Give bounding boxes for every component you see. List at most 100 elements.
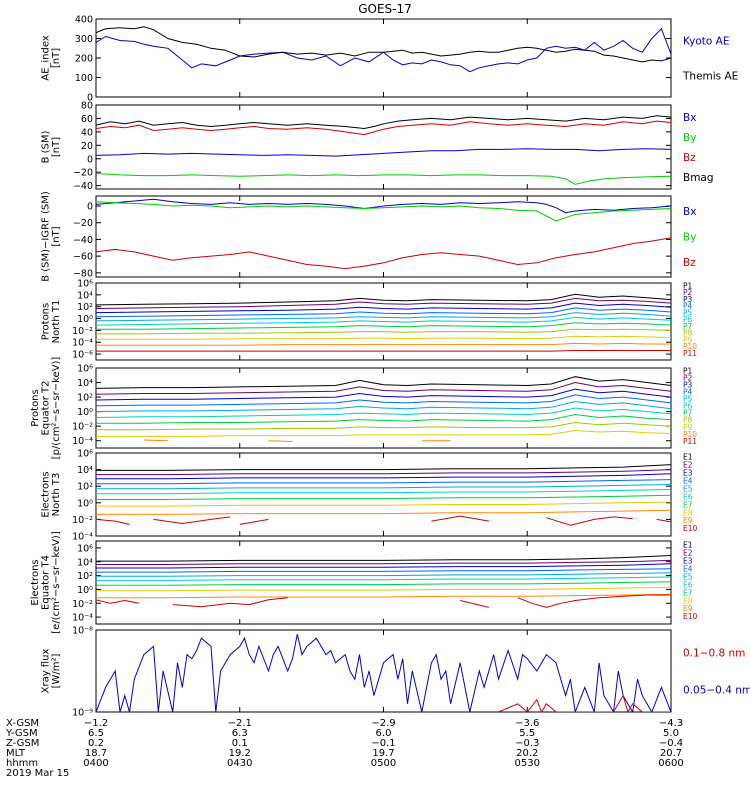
y-tick-label: −40 [73,181,93,192]
legend-entry-p10: P10 [683,430,697,439]
legend-entry-p5: P5 [683,395,693,404]
y-tick-label: 10⁻⁴ [72,436,93,447]
y-axis-label-line: B (SM) [41,130,52,163]
legend-entry-e6: E6 [683,492,693,501]
figure-title: GOES-17 [358,2,412,16]
x-row-value: 0430 [227,758,252,769]
y-tick-label: −20 [73,168,93,179]
series-line-p5 [96,312,671,322]
legend-entry-themis-ae: Themis AE [682,71,738,83]
series-line-e3 [96,473,671,480]
series-line-p5 [96,400,671,413]
y-axis-label: B (SM)−IGRF (SM)[nT] [41,191,63,282]
x-row-value: 0600 [658,758,683,769]
legend-entry-p8: P8 [683,416,693,425]
legend-entry-e3: E3 [683,556,693,565]
panel-frame [95,540,672,625]
series-line-e7 [96,494,671,500]
y-axis-label-line: Electrons [30,559,41,605]
series-segment-e10 [431,515,489,522]
y-axis-label-line: [e/(cm²−s−sr−keV)] [51,531,62,634]
y-axis-label: ElectronsNorth T3 [41,471,63,517]
x-row-value: 20.7 [660,748,682,759]
y-axis-label: Xray flux[W/m²] [41,649,63,694]
legend-entry-e1: E1 [683,452,693,461]
y-tick-label: 10⁻⁹ [72,708,93,719]
x-row-value: −4.3 [659,718,683,729]
panel-frame [95,18,672,98]
y-tick-label: 10⁴ [77,465,93,476]
legend-entry-p5: P5 [683,308,693,317]
y-tick-label: 100 [75,73,93,84]
y-tick-label: 10⁻⁴ [72,613,93,624]
y-axis-label-line: Protons [30,389,41,426]
y-tick-label: 10² [77,302,93,313]
legend-entry-e7: E7 [683,500,693,509]
series-line-p8 [96,328,671,335]
series-line-p9 [96,335,671,340]
y-axis-label-line: Equator T4 [41,555,52,610]
series-line-p4 [96,394,671,407]
series-segment-e10 [517,594,671,608]
series-segment-p10 [268,440,293,442]
x-row-label: X-GSM [6,718,39,729]
series-line-e9 [96,509,671,515]
series-line-e2 [96,559,671,565]
legend-entry-p11: P11 [683,437,697,446]
series-line-p8 [96,421,671,431]
y-tick-label: 60 [81,114,93,125]
y-tick-label: 20 [81,141,93,152]
y-axis-label: B (SM)[nT] [41,130,63,163]
x-row-value: −3.6 [515,718,539,729]
legend-entry-p9: P9 [683,335,693,344]
series-segment-e10 [172,597,288,608]
series-line-themis-ae [96,26,671,63]
x-row-value: −2.9 [371,718,395,729]
x-row-value: 0.1 [232,738,248,749]
legend-entry-p3: P3 [683,295,693,304]
series-line-bz [96,237,671,270]
series-line-e8 [96,586,671,592]
y-axis-label-line: B (SM)−IGRF (SM) [41,191,52,282]
y-tick-label: 10⁰ [77,498,93,509]
y-tick-label: 200 [75,54,93,65]
series-line-p1 [96,376,671,389]
series-segment-e10 [460,600,490,608]
x-row-value: 0400 [83,758,108,769]
plot-area [96,198,671,270]
x-row-label: Z-GSM [6,738,39,749]
y-tick-label: 10⁻⁴ [72,338,93,349]
y-tick-label: 10² [77,393,93,404]
y-tick-label: 10⁻⁴ [72,532,93,543]
y-tick-label: 0 [87,93,93,104]
legend-entry-e5: E5 [683,572,693,581]
legend-entry-p4: P4 [683,302,693,311]
y-axis-label-line: North T1 [51,300,62,344]
plot-area [96,26,671,73]
series-line-p2 [96,381,671,395]
legend-entry-e6: E6 [683,580,693,589]
series-line-p3 [96,302,671,314]
panel-8: 10⁻⁹ 10⁻⁸ Xray flux[W/m²] 0.1−0.8 nm 0.05−0.… [41,626,750,719]
legend-entry-e1: E1 [683,540,693,549]
legend-entry-0-1-0-8-nm: 0.1−0.8 nm [683,647,745,659]
y-axis-label-line: [W/m²] [51,653,62,688]
plot-area [96,633,671,712]
series-segment-e10 [96,518,130,525]
y-axis-label-line: [p/(cm²−s−sr−keV)] [51,357,62,460]
x-row-value: −0.3 [515,738,539,749]
x-row-value: −0.4 [659,738,683,749]
x-row-label: hhmm [6,758,38,769]
legend-entry-bz: Bz [683,152,696,164]
y-tick-label: −60 [73,252,93,263]
series-segment-e10 [96,599,140,604]
y-tick-label: 0 [87,202,93,213]
series-line-bmag [96,115,671,130]
series-line-0-05-0-4-nm [96,633,671,712]
series-line-e1 [96,555,671,562]
panel-5: 10⁻⁴ 10⁻² 10⁰ 10² 10⁴ 10⁶ ProtonsEquator T2[p/… [30,357,697,460]
legend-entry-p2: P2 [683,288,693,297]
y-axis-label-line: Xray flux [41,649,52,694]
series-line-e4 [96,568,671,573]
